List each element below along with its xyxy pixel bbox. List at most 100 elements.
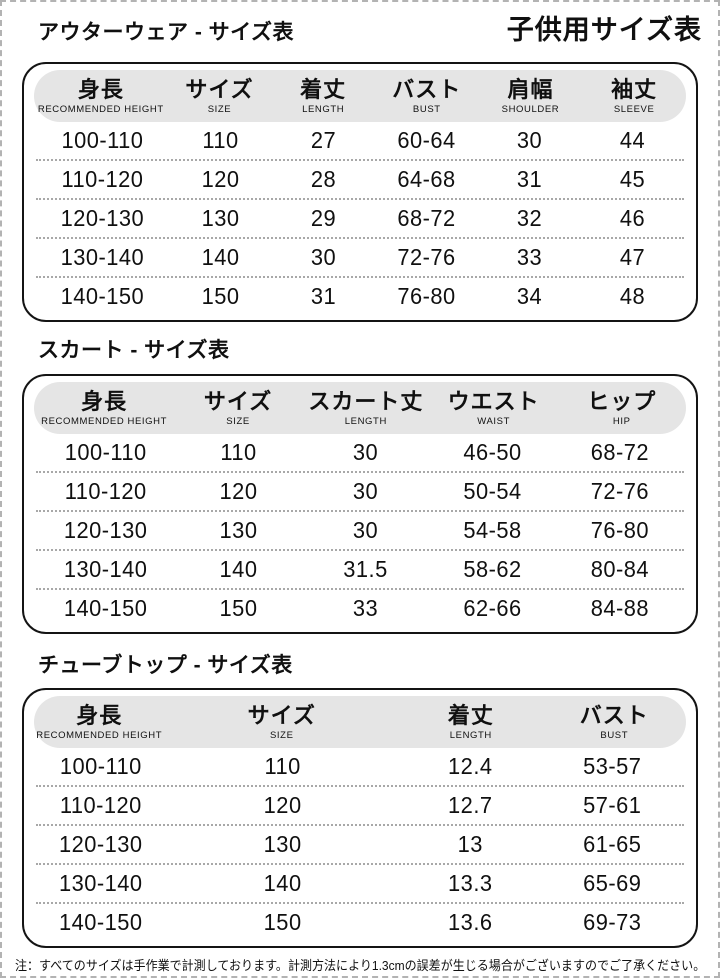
column-label-jp: 身長: [81, 389, 128, 415]
table-cell: 28: [310, 166, 337, 192]
outerwear-size-table: 身長 RECOMMENDED HEIGHT サイズ SIZE 着丈 LENGTH バスト BU…: [22, 62, 698, 322]
column-header-shoulder: 肩幅 SHOULDER: [479, 70, 583, 122]
skirt-size-table: 身長 RECOMMENDED HEIGHT サイズ SIZE スカート丈 LENGTH ウエ…: [22, 374, 698, 634]
column-label-en: SIZE: [226, 415, 250, 427]
section-title-tubetop: チューブトップ - サイズ表: [38, 654, 293, 677]
table-row: 120-130 130 30 54-58 76-80: [36, 510, 684, 549]
table-cell: 150: [263, 909, 302, 935]
table-cell: 13: [457, 831, 483, 857]
table-cell: 130-140: [63, 556, 148, 582]
table-header-row: 身長 RECOMMENDED HEIGHT サイズ SIZE 着丈 LENGTH バスト BU…: [34, 696, 686, 748]
table-cell: 29: [310, 205, 337, 231]
column-label-jp: バスト: [392, 77, 462, 103]
tubetop-size-table: 身長 RECOMMENDED HEIGHT サイズ SIZE 着丈 LENGTH バスト BU…: [22, 688, 698, 948]
table-header-row: 身長 RECOMMENDED HEIGHT サイズ SIZE 着丈 LENGTH バスト BU…: [34, 70, 686, 122]
table-cell: 60-64: [397, 127, 456, 153]
table-row: 130-140 140 13.3 65-69: [36, 863, 684, 902]
table-cell: 72-76: [397, 244, 456, 270]
table-cell: 34: [516, 283, 543, 309]
footer-note: 注：すべてのサイズは手作業で計測しております。計測方法により1.3cmの誤差が生…: [15, 958, 705, 973]
column-header-recommended-height: 身長 RECOMMENDED HEIGHT: [34, 382, 174, 434]
column-header-recommended-height: 身長 RECOMMENDED HEIGHT: [34, 696, 164, 748]
column-label-jp: ヒップ: [587, 389, 657, 415]
table-row: 140-150 150 31 76-80 34 48: [36, 276, 684, 315]
table-cell: 110-120: [61, 166, 144, 192]
table-cell: 30: [353, 517, 379, 543]
table-cell: 130: [219, 517, 258, 543]
table-cell: 130-140: [59, 870, 143, 896]
table-body: 100-110 110 12.4 53-57 110-120 120 12.7 57-61 12…: [34, 748, 686, 941]
column-header-hip: ヒップ HIP: [558, 382, 686, 434]
table-row: 140-150 150 33 62-66 84-88: [36, 588, 684, 627]
table-cell: 120-130: [59, 831, 143, 857]
column-label-jp: サイズ: [203, 389, 273, 415]
table-row: 130-140 140 31.5 58-62 80-84: [36, 549, 684, 588]
table-cell: 62-66: [463, 595, 522, 621]
table-cell: 68-72: [591, 439, 650, 465]
column-label-jp: バスト: [579, 703, 649, 729]
table-header-row: 身長 RECOMMENDED HEIGHT サイズ SIZE スカート丈 LENGTH ウエ…: [34, 382, 686, 434]
table-cell: 33: [516, 244, 543, 270]
table-cell: 110-120: [59, 792, 142, 818]
section-title-skirt: スカート - サイズ表: [38, 339, 230, 362]
table-cell: 31: [516, 166, 543, 192]
table-cell: 12.7: [447, 792, 493, 818]
table-cell: 110: [202, 127, 239, 153]
column-label-en: BUST: [412, 103, 441, 115]
table-cell: 30: [310, 244, 337, 270]
table-body: 100-110 110 27 60-64 30 44 110-120 120 28 64-68 31…: [34, 122, 686, 315]
table-row: 120-130 130 13 61-65: [36, 824, 684, 863]
table-cell: 64-68: [397, 166, 456, 192]
table-cell: 12.4: [447, 753, 493, 779]
table-row: 100-110 110 12.4 53-57: [36, 748, 684, 785]
column-header-bust: バスト BUST: [543, 696, 686, 748]
table-cell: 68-72: [397, 205, 456, 231]
table-cell: 76-80: [397, 283, 456, 309]
table-cell: 120-130: [63, 517, 148, 543]
table-cell: 76-80: [591, 517, 650, 543]
column-label-jp: スカート丈: [308, 389, 424, 415]
table-cell: 50-54: [463, 478, 522, 504]
table-cell: 100-110: [64, 439, 147, 465]
table-cell: 46: [619, 205, 646, 231]
column-header-size: サイズ SIZE: [164, 696, 399, 748]
table-cell: 13.3: [447, 870, 493, 896]
page-title: 子供用サイズ表: [506, 15, 702, 45]
table-cell: 53-57: [583, 753, 642, 779]
table-cell: 30: [353, 478, 379, 504]
column-label-en: SLEEVE: [613, 103, 655, 115]
table-cell: 110: [220, 439, 257, 465]
section-title-outerwear: アウターウェア - サイズ表: [38, 21, 295, 44]
table-cell: 140: [263, 870, 302, 896]
column-label-en: RECOMMENDED HEIGHT: [36, 729, 163, 741]
table-cell: 13.6: [447, 909, 493, 935]
table-cell: 84-88: [591, 595, 650, 621]
column-label-jp: 着丈: [300, 77, 347, 103]
table-cell: 150: [219, 595, 258, 621]
table-row: 140-150 150 13.6 69-73: [36, 902, 684, 941]
column-label-en: BUST: [600, 729, 629, 741]
table-cell: 140-150: [63, 595, 148, 621]
table-cell: 110: [264, 753, 301, 779]
table-row: 110-120 120 28 64-68 31 45: [36, 159, 684, 198]
column-label-en: LENGTH: [449, 729, 492, 741]
table-cell: 33: [353, 595, 379, 621]
table-cell: 27: [310, 127, 337, 153]
column-header-waist: ウエスト WAIST: [430, 382, 558, 434]
table-cell: 30: [353, 439, 379, 465]
table-cell: 130: [263, 831, 302, 857]
table-cell: 120: [263, 792, 302, 818]
column-label-jp: 着丈: [447, 703, 494, 729]
top-header: アウターウェア - サイズ表 子供用サイズ表: [38, 14, 702, 47]
table-row: 110-120 120 12.7 57-61: [36, 785, 684, 824]
column-label-en: RECOMMENDED HEIGHT: [37, 103, 164, 115]
column-header-sleeve: 袖丈 SLEEVE: [582, 70, 686, 122]
table-cell: 61-65: [583, 831, 642, 857]
column-header-length: 着丈 LENGTH: [271, 70, 375, 122]
table-cell: 120-130: [60, 205, 145, 231]
table-cell: 72-76: [591, 478, 650, 504]
table-row: 100-110 110 27 60-64 30 44: [36, 122, 684, 159]
column-header-length: 着丈 LENGTH: [399, 696, 542, 748]
column-header-size: サイズ SIZE: [168, 70, 272, 122]
